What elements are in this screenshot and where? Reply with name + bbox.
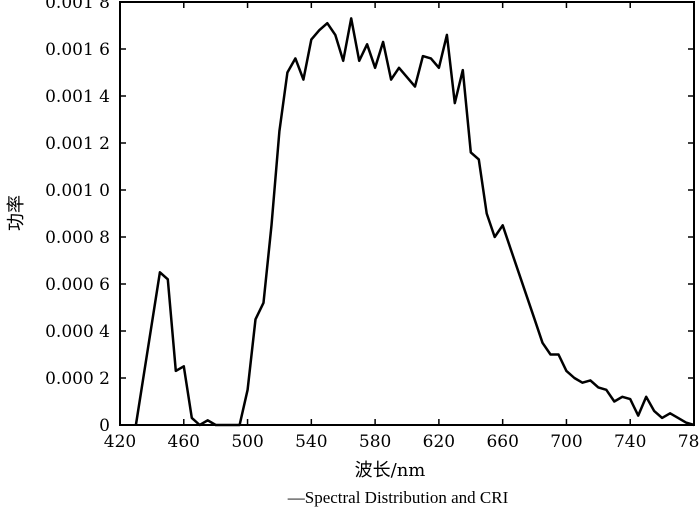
y-tick-label: 0.000 2 xyxy=(45,369,110,389)
y-tick-label: 0.000 4 xyxy=(45,322,110,342)
x-axis-title: 波长/nm xyxy=(355,460,426,481)
x-tick-label: 700 xyxy=(550,432,582,452)
x-tick-label: 540 xyxy=(295,432,327,452)
plot-frame xyxy=(119,1,695,426)
y-tick-label: 0.001 6 xyxy=(45,40,110,60)
x-tick-label: 620 xyxy=(423,432,455,452)
x-tick-label: 460 xyxy=(168,432,200,452)
y-tick-label: 0.001 0 xyxy=(45,181,110,201)
x-tick-label: 740 xyxy=(614,432,646,452)
y-tick-label: 0.001 8 xyxy=(45,0,110,13)
x-tick-label: 580 xyxy=(359,432,391,452)
y-tick-label: 0.001 4 xyxy=(45,87,110,107)
x-tick-label: 660 xyxy=(486,432,518,452)
y-tick-label: 0.001 2 xyxy=(45,134,110,154)
y-tick-label: 0.000 6 xyxy=(45,275,110,295)
y-axis-title: 功率 xyxy=(6,195,27,231)
y-tick-label: 0.000 8 xyxy=(45,228,110,248)
y-tick-label: 0 xyxy=(99,416,110,436)
x-tick-label: 780 xyxy=(678,432,700,452)
legend-caption: —Spectral Distribution and CRI xyxy=(287,488,509,507)
x-axis-ticks: 420 460 500 540 580 620 660 700 740 780 xyxy=(104,2,700,452)
y-axis-ticks: 0 0.000 2 0.000 4 0.000 6 0.000 8 0.001 0 0.00… xyxy=(45,0,694,436)
x-tick-label: 420 xyxy=(104,432,136,452)
x-tick-label: 500 xyxy=(231,432,263,452)
series-line xyxy=(134,17,695,427)
